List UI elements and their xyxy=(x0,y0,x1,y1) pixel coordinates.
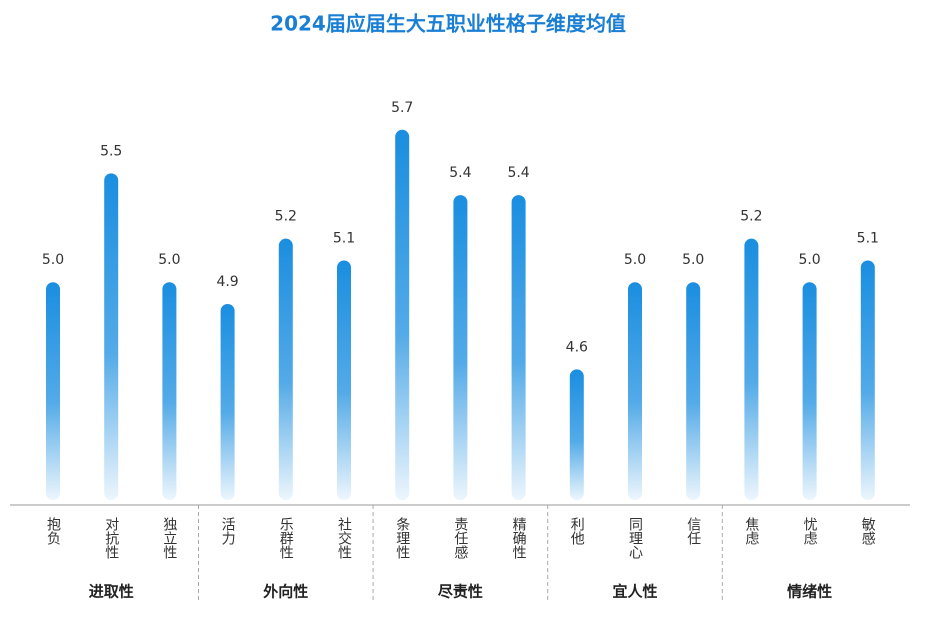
value-label: 5.2 xyxy=(740,209,762,225)
group-label: 宜人性 xyxy=(612,583,657,601)
value-label: 5.4 xyxy=(449,165,471,181)
bar xyxy=(569,369,584,500)
x-tick-label: 乐群性 xyxy=(278,517,294,559)
group-label: 情绪性 xyxy=(787,583,832,601)
bar xyxy=(511,195,526,500)
x-tick-label: 活力 xyxy=(220,517,236,546)
value-label: 5.7 xyxy=(391,100,413,116)
x-tick-label: 对抗性 xyxy=(103,517,119,559)
value-label: 5.0 xyxy=(682,252,704,268)
group-label: 进取性 xyxy=(89,583,134,601)
bar xyxy=(104,173,119,501)
x-tick-label: 忧虑 xyxy=(802,517,818,545)
bar xyxy=(628,282,642,500)
x-tick-label: 敏感 xyxy=(860,517,876,545)
value-label: 4.6 xyxy=(566,339,588,355)
x-tick-label: 社交性 xyxy=(336,517,352,559)
value-label: 5.0 xyxy=(158,252,180,268)
group-label: 外向性 xyxy=(262,583,308,601)
value-label: 5.5 xyxy=(100,143,122,159)
value-label: 5.4 xyxy=(507,165,529,181)
value-label: 5.2 xyxy=(275,209,297,225)
bar xyxy=(337,260,351,500)
x-tick-label: 责任感 xyxy=(452,517,468,559)
x-tick-label: 抱负 xyxy=(45,517,61,545)
value-label: 5.1 xyxy=(333,230,355,246)
value-label: 5.1 xyxy=(857,230,879,246)
bar xyxy=(453,195,468,500)
bar xyxy=(860,260,875,500)
value-label: 5.0 xyxy=(624,252,646,268)
bar xyxy=(744,238,759,500)
x-tick-label: 信任 xyxy=(685,517,701,545)
x-tick-label: 利他 xyxy=(569,517,585,546)
x-tick-label: 精确性 xyxy=(511,517,527,559)
x-tick-label: 条理性 xyxy=(394,516,410,559)
bar xyxy=(162,282,177,500)
bar xyxy=(46,282,60,500)
group-label: 尽责性 xyxy=(438,583,483,601)
value-label: 5.0 xyxy=(42,252,64,268)
bar xyxy=(395,129,410,500)
bar xyxy=(802,282,817,500)
bar xyxy=(278,238,293,500)
x-tick-label: 独立性 xyxy=(161,517,177,559)
bar xyxy=(686,282,701,500)
bar xyxy=(220,304,235,500)
x-tick-label: 焦虑 xyxy=(743,517,759,545)
value-label: 5.0 xyxy=(798,252,820,268)
x-tick-label: 同理心 xyxy=(627,517,643,559)
value-label: 4.9 xyxy=(216,274,238,290)
chart-title: 2024届应届生大五职业性格子维度均值 xyxy=(270,12,626,36)
